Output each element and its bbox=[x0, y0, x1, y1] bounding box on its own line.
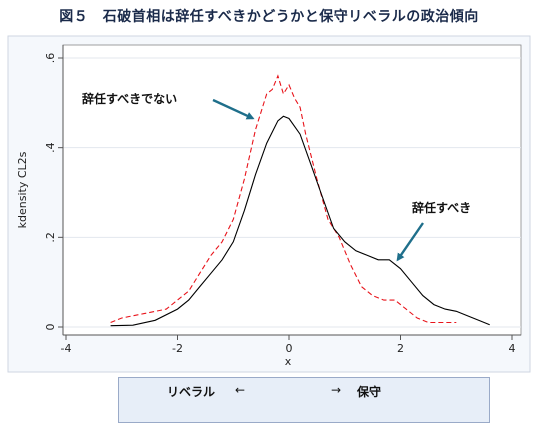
plot-area bbox=[62, 44, 522, 336]
scale-label-conservative: 保守 bbox=[357, 385, 382, 399]
left-arrow-icon: ← bbox=[235, 383, 246, 397]
x-tick-label: -4 bbox=[61, 342, 72, 355]
annotation-label-2: 辞任すべき bbox=[412, 200, 471, 215]
y-axis-label: kdensity CL2s bbox=[16, 151, 29, 228]
series-layer bbox=[110, 74, 490, 327]
scale-label-liberal: リベラル bbox=[167, 385, 216, 399]
y-tick-label: .2 bbox=[44, 232, 57, 243]
series-line-2 bbox=[110, 115, 490, 327]
annotation-arrow-2 bbox=[396, 222, 424, 262]
annotation-arrow-1 bbox=[212, 98, 255, 120]
x-axis-label: x bbox=[285, 355, 292, 368]
x-tick-label: -2 bbox=[172, 342, 183, 355]
right-arrow-icon: → bbox=[331, 383, 342, 397]
annotation-label-1: 辞任すべきでない bbox=[82, 91, 177, 106]
x-axis: -4 -2 0 2 4 bbox=[61, 334, 521, 355]
figure-title: 図５ 石破首相は辞任すべきかどうかと保守リベラルの政治傾向 bbox=[59, 9, 479, 25]
y-tick-label: 0 bbox=[44, 324, 57, 331]
y-tick-label: .6 bbox=[44, 53, 57, 64]
x-tick-label: 4 bbox=[509, 342, 516, 355]
x-tick-label: 2 bbox=[397, 342, 404, 355]
y-axis: 0 .2 .4 .6 bbox=[44, 45, 64, 335]
y-tick-label: .4 bbox=[44, 142, 57, 153]
x-tick-label: 0 bbox=[286, 342, 293, 355]
gridlines bbox=[63, 57, 521, 328]
ideology-scale: リベラル ← → 保守 bbox=[118, 377, 490, 423]
